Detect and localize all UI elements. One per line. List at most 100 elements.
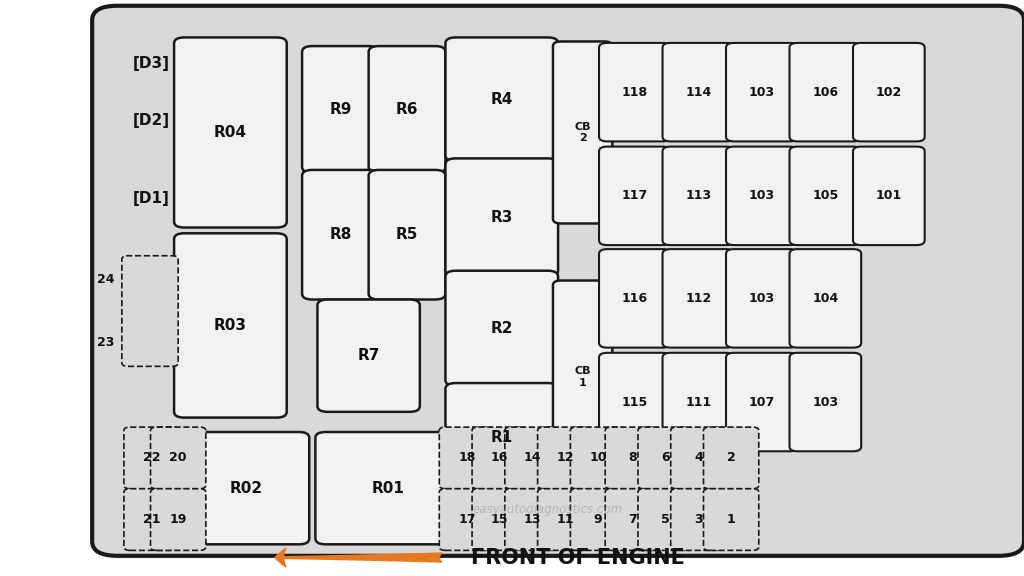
FancyBboxPatch shape: [505, 488, 560, 551]
Text: 111: 111: [685, 396, 712, 408]
Text: [D3]: [D3]: [133, 56, 170, 71]
FancyBboxPatch shape: [790, 249, 861, 348]
Text: 15: 15: [490, 513, 509, 526]
FancyBboxPatch shape: [853, 43, 925, 142]
FancyBboxPatch shape: [790, 353, 861, 452]
Text: R4: R4: [490, 92, 513, 107]
Text: R5: R5: [396, 227, 418, 242]
Text: 112: 112: [685, 292, 712, 305]
Text: 102: 102: [876, 86, 902, 98]
Text: 118: 118: [622, 86, 648, 98]
FancyBboxPatch shape: [174, 233, 287, 418]
Text: 104: 104: [812, 292, 839, 305]
FancyBboxPatch shape: [302, 170, 379, 300]
FancyBboxPatch shape: [445, 271, 558, 386]
Text: R02: R02: [229, 480, 262, 496]
Text: 116: 116: [622, 292, 648, 305]
Text: 11: 11: [556, 513, 574, 526]
Text: 19: 19: [170, 513, 186, 526]
Text: R1: R1: [490, 430, 513, 445]
FancyBboxPatch shape: [315, 432, 461, 544]
FancyBboxPatch shape: [553, 41, 612, 223]
Text: R3: R3: [490, 210, 513, 225]
FancyBboxPatch shape: [790, 43, 861, 142]
FancyBboxPatch shape: [317, 300, 420, 412]
Text: 12: 12: [556, 452, 574, 464]
Text: FRONT OF ENGINE: FRONT OF ENGINE: [471, 548, 685, 567]
FancyBboxPatch shape: [439, 427, 495, 488]
Text: 14: 14: [523, 452, 542, 464]
FancyBboxPatch shape: [790, 147, 861, 245]
FancyBboxPatch shape: [302, 46, 379, 173]
FancyBboxPatch shape: [124, 427, 179, 488]
FancyBboxPatch shape: [599, 249, 671, 348]
FancyBboxPatch shape: [151, 488, 206, 551]
FancyBboxPatch shape: [92, 6, 1024, 556]
Text: 9: 9: [594, 513, 602, 526]
FancyBboxPatch shape: [124, 488, 179, 551]
Text: R01: R01: [372, 480, 404, 496]
FancyBboxPatch shape: [605, 488, 660, 551]
FancyBboxPatch shape: [472, 427, 527, 488]
Text: 101: 101: [876, 190, 902, 202]
Text: 16: 16: [492, 452, 508, 464]
Text: 6: 6: [662, 452, 670, 464]
FancyBboxPatch shape: [726, 353, 798, 452]
FancyBboxPatch shape: [726, 249, 798, 348]
Text: 3: 3: [694, 513, 702, 526]
FancyBboxPatch shape: [703, 488, 759, 551]
FancyBboxPatch shape: [553, 281, 612, 474]
FancyBboxPatch shape: [671, 488, 726, 551]
Text: 117: 117: [622, 190, 648, 202]
FancyBboxPatch shape: [151, 427, 206, 488]
Text: 103: 103: [749, 86, 775, 98]
Text: 22: 22: [142, 452, 161, 464]
Text: 114: 114: [685, 86, 712, 98]
FancyBboxPatch shape: [182, 432, 309, 544]
Text: R04: R04: [214, 125, 247, 140]
FancyBboxPatch shape: [663, 43, 734, 142]
FancyBboxPatch shape: [638, 488, 693, 551]
Text: 106: 106: [812, 86, 839, 98]
FancyBboxPatch shape: [439, 488, 495, 551]
FancyBboxPatch shape: [663, 353, 734, 452]
Text: 4: 4: [694, 452, 702, 464]
FancyBboxPatch shape: [726, 147, 798, 245]
Text: R6: R6: [396, 102, 418, 117]
FancyBboxPatch shape: [174, 37, 287, 228]
Text: 103: 103: [812, 396, 839, 408]
Text: R8: R8: [330, 227, 351, 242]
FancyBboxPatch shape: [445, 158, 558, 276]
Text: 113: 113: [685, 190, 712, 202]
Text: 24: 24: [96, 273, 115, 286]
Text: 5: 5: [662, 513, 670, 526]
Text: 17: 17: [458, 513, 476, 526]
FancyBboxPatch shape: [599, 43, 671, 142]
FancyBboxPatch shape: [505, 427, 560, 488]
Text: 107: 107: [749, 396, 775, 408]
Text: R9: R9: [330, 102, 351, 117]
FancyBboxPatch shape: [538, 488, 593, 551]
Text: easyautodiagnostics.com: easyautodiagnostics.com: [473, 503, 623, 516]
FancyBboxPatch shape: [445, 37, 558, 161]
FancyBboxPatch shape: [703, 427, 759, 488]
Text: 2: 2: [727, 452, 735, 464]
Text: 115: 115: [622, 396, 648, 408]
FancyBboxPatch shape: [570, 488, 626, 551]
Text: 18: 18: [459, 452, 475, 464]
FancyBboxPatch shape: [853, 147, 925, 245]
FancyBboxPatch shape: [605, 427, 660, 488]
Text: 103: 103: [749, 292, 775, 305]
FancyBboxPatch shape: [122, 256, 178, 366]
Text: R03: R03: [214, 318, 247, 333]
FancyBboxPatch shape: [472, 488, 527, 551]
Text: 21: 21: [142, 513, 161, 526]
Text: 103: 103: [749, 190, 775, 202]
Text: 105: 105: [812, 190, 839, 202]
FancyBboxPatch shape: [671, 427, 726, 488]
Text: R7: R7: [357, 348, 380, 363]
Text: [D2]: [D2]: [133, 113, 170, 128]
Text: 20: 20: [169, 452, 187, 464]
FancyBboxPatch shape: [663, 249, 734, 348]
FancyBboxPatch shape: [369, 46, 445, 173]
